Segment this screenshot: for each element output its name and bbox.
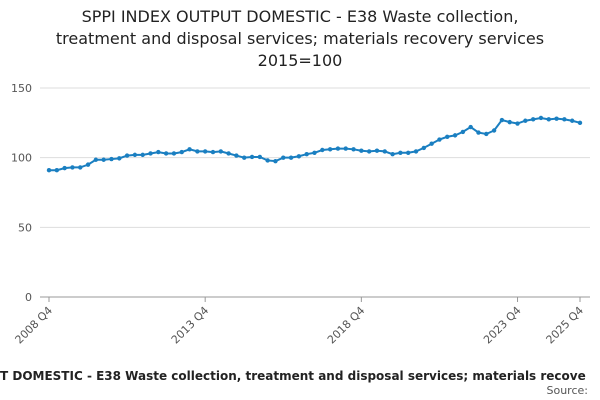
point bbox=[218, 149, 223, 154]
chart-title: 2015=100 bbox=[258, 51, 343, 70]
point bbox=[257, 154, 263, 160]
point bbox=[320, 147, 325, 153]
point bbox=[163, 151, 169, 156]
point bbox=[265, 158, 270, 163]
point bbox=[70, 165, 75, 170]
point bbox=[343, 146, 348, 151]
point bbox=[195, 149, 200, 154]
chart-title: treatment and disposal services; materia… bbox=[56, 29, 544, 48]
point bbox=[179, 149, 184, 155]
point bbox=[569, 118, 575, 123]
point bbox=[499, 117, 505, 123]
x-tick-label: 2008 Q4 bbox=[13, 304, 56, 347]
x-axis-label: T DOMESTIC - E38 Waste collection, treat… bbox=[0, 369, 586, 383]
point bbox=[210, 149, 216, 155]
point bbox=[249, 154, 255, 160]
point bbox=[406, 150, 411, 155]
point bbox=[530, 117, 536, 122]
point bbox=[366, 149, 372, 154]
point bbox=[226, 151, 231, 156]
point bbox=[523, 118, 528, 123]
point bbox=[468, 124, 473, 130]
point bbox=[234, 153, 239, 158]
point bbox=[476, 130, 481, 135]
point bbox=[187, 147, 192, 152]
point bbox=[484, 131, 489, 137]
point bbox=[359, 148, 364, 153]
point bbox=[398, 150, 403, 155]
point bbox=[390, 151, 395, 157]
point bbox=[46, 168, 52, 173]
point bbox=[515, 121, 520, 126]
point bbox=[460, 129, 466, 135]
point bbox=[491, 128, 497, 133]
point bbox=[171, 151, 177, 156]
source: Source: bbox=[547, 384, 589, 397]
point bbox=[437, 137, 442, 142]
point bbox=[273, 158, 278, 164]
point bbox=[445, 134, 450, 139]
line bbox=[49, 116, 581, 172]
point bbox=[288, 155, 294, 160]
point bbox=[281, 155, 286, 160]
point bbox=[156, 149, 161, 155]
point bbox=[312, 150, 317, 155]
point bbox=[62, 165, 67, 171]
point bbox=[413, 149, 419, 154]
point bbox=[429, 141, 434, 146]
chart-title: SPPI INDEX OUTPUT DOMESTIC - E38 Waste c… bbox=[82, 7, 519, 26]
point bbox=[132, 152, 138, 158]
point bbox=[93, 157, 99, 162]
y-tick-label: 50 bbox=[18, 221, 32, 234]
point bbox=[140, 152, 145, 158]
point bbox=[101, 157, 106, 162]
x-tick-label: 2023 Q4 bbox=[481, 304, 524, 347]
point bbox=[335, 146, 341, 151]
point bbox=[327, 147, 333, 152]
point bbox=[124, 153, 130, 158]
y-tick-label: 150 bbox=[11, 82, 32, 95]
point bbox=[351, 147, 356, 152]
point bbox=[304, 151, 309, 157]
point bbox=[546, 117, 551, 122]
point bbox=[374, 148, 380, 153]
point bbox=[538, 115, 544, 121]
point bbox=[562, 117, 567, 122]
point bbox=[242, 155, 247, 160]
point bbox=[202, 149, 208, 154]
point bbox=[109, 156, 114, 162]
x-tick-label: 2013 Q4 bbox=[169, 304, 212, 347]
x-tick-label: 2018 Q4 bbox=[325, 304, 368, 347]
y-tick-label: 0 bbox=[25, 291, 32, 304]
point bbox=[148, 151, 153, 156]
point bbox=[507, 119, 512, 125]
point bbox=[554, 116, 559, 121]
point bbox=[452, 133, 458, 138]
point bbox=[117, 156, 122, 161]
point bbox=[78, 165, 83, 170]
y-tick-label: 100 bbox=[11, 152, 32, 165]
point bbox=[577, 120, 583, 126]
point bbox=[296, 154, 302, 159]
point bbox=[85, 162, 91, 167]
point bbox=[54, 168, 60, 173]
point bbox=[382, 149, 387, 154]
point bbox=[421, 145, 427, 151]
x-tick-label: 2025 Q4 bbox=[544, 304, 587, 347]
